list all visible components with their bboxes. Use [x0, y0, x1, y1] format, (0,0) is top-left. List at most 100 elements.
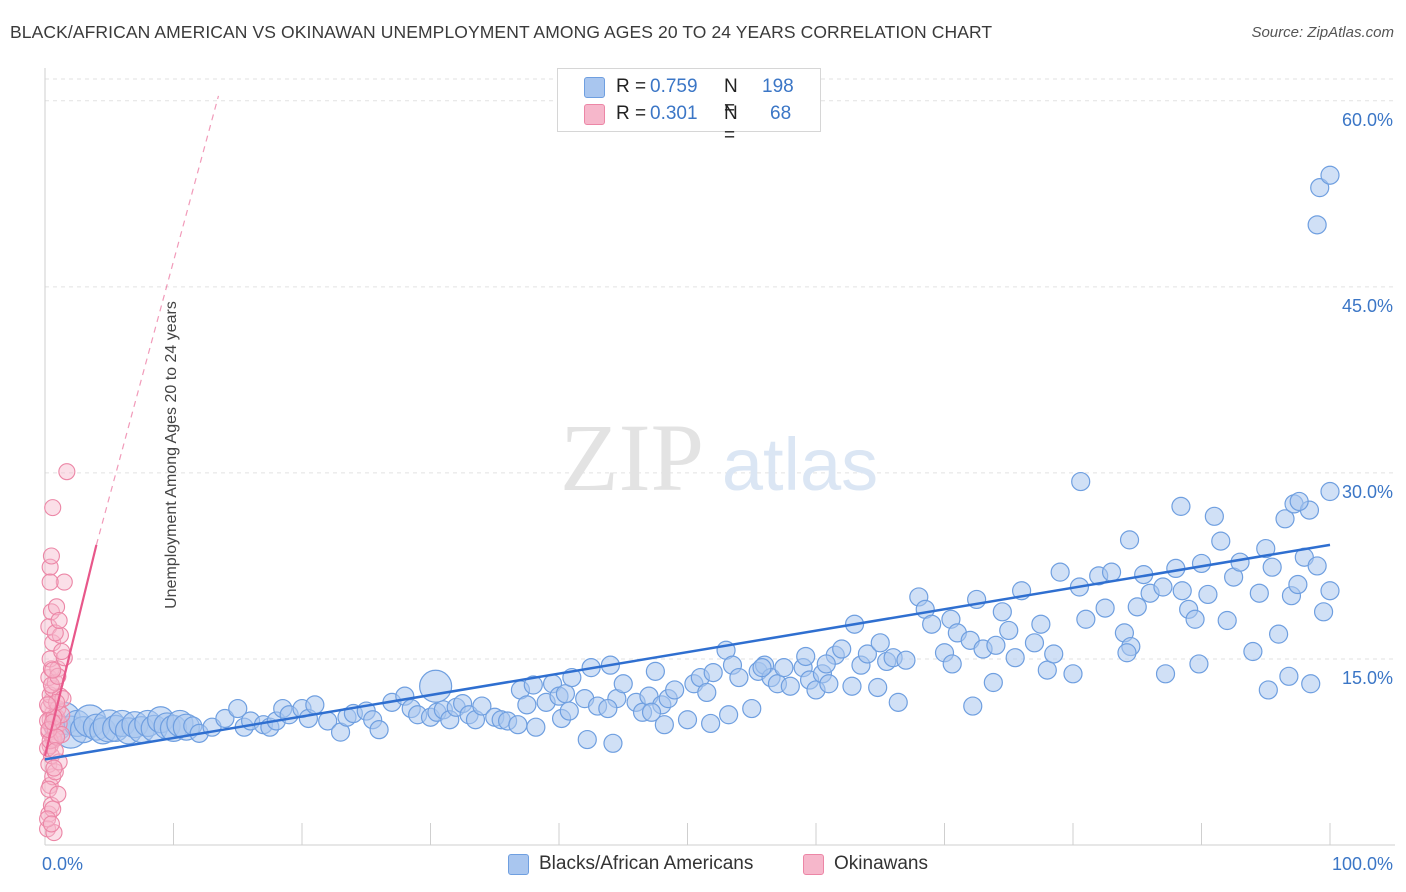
data-point-blacks	[1191, 553, 1212, 574]
legend-r-label: R =	[616, 103, 652, 124]
data-point-blacks	[868, 677, 888, 698]
y-tick-label: 30.0%	[1342, 482, 1393, 502]
data-point-blacks	[857, 644, 878, 664]
legend-r-label: R =	[616, 76, 652, 97]
data-point-okinawans	[44, 661, 62, 679]
data-point-blacks	[729, 667, 749, 688]
data-point-okinawans	[41, 573, 59, 591]
data-point-blacks	[1320, 481, 1340, 502]
data-point-blacks	[305, 695, 325, 715]
data-point-blacks	[986, 635, 1006, 655]
data-point-blacks	[1249, 583, 1269, 603]
data-point-okinawans	[40, 618, 58, 636]
data-point-blacks	[215, 708, 235, 729]
data-point-blacks	[1185, 609, 1205, 629]
data-point-blacks	[1127, 597, 1147, 617]
x-tick-label: 0.0%	[42, 854, 83, 874]
data-point-blacks	[577, 729, 597, 750]
data-point-blacks	[896, 650, 916, 670]
data-point-blacks	[1301, 674, 1321, 694]
data-point-blacks	[842, 676, 862, 696]
data-point-blacks	[999, 620, 1019, 641]
data-point-blacks	[1288, 574, 1308, 595]
data-point-blacks	[1204, 506, 1224, 526]
grid-lines	[45, 78, 1395, 660]
data-point-blacks	[703, 662, 723, 683]
data-point-blacks	[992, 602, 1012, 622]
source-label: Source: ZipAtlas.com	[1251, 24, 1394, 41]
data-point-blacks	[1310, 178, 1330, 198]
data-point-okinawans	[42, 547, 60, 565]
data-point-blacks	[774, 658, 794, 678]
data-point-blacks	[1119, 530, 1140, 550]
data-point-blacks	[1024, 633, 1045, 653]
data-point-blacks	[1256, 538, 1276, 559]
data-point-okinawans	[45, 759, 63, 777]
legend-n-value: 198	[762, 76, 794, 97]
legend-swatch-pink	[584, 104, 605, 125]
correlation-legend: R = 0.759 N = 198 R = 0.301 N = 68	[557, 68, 821, 146]
data-point-blacks	[752, 658, 772, 678]
data-point-okinawans	[55, 573, 73, 591]
data-point-blacks	[1189, 654, 1209, 674]
data-point-blacks	[603, 733, 623, 753]
data-point-blacks	[963, 696, 983, 716]
data-point-blacks	[1101, 562, 1122, 582]
data-point-blacks	[1275, 509, 1295, 529]
data-point-blacks	[1095, 598, 1115, 618]
data-point-blacks	[1289, 491, 1309, 512]
legend-n-value: 68	[770, 103, 792, 124]
data-point-blacks	[1037, 660, 1057, 680]
data-point-okinawans	[42, 676, 60, 694]
data-point-blacks	[1262, 557, 1282, 577]
data-point-blacks	[1230, 552, 1250, 572]
x-tick-labels: 0.0% 100.0%	[42, 854, 1393, 874]
data-point-okinawans	[58, 463, 76, 481]
data-point-okinawans	[53, 642, 71, 661]
data-point-blacks	[665, 680, 685, 700]
data-point-blacks	[228, 698, 248, 719]
data-point-blacks	[1320, 581, 1340, 601]
x-tick-label: 100.0%	[1332, 854, 1393, 874]
data-point-blacks	[472, 696, 492, 716]
trend-lines	[43, 95, 1331, 761]
data-point-blacks	[508, 715, 528, 735]
data-point-blacks	[1268, 624, 1289, 644]
data-point-blacks	[654, 715, 674, 735]
data-point-blacks	[645, 661, 665, 681]
bottom-legend-swatch-blue	[508, 854, 529, 875]
data-point-okinawans	[42, 815, 60, 833]
data-point-blacks	[1071, 471, 1091, 492]
data-point-blacks	[1005, 648, 1025, 668]
trend-line-okinawans	[43, 544, 98, 756]
watermark-zip: ZIP	[560, 404, 704, 511]
data-point-blacks	[1307, 556, 1327, 576]
data-point-blacks	[1063, 664, 1083, 684]
data-point-blacks	[1313, 602, 1334, 622]
data-point-blacks	[780, 676, 800, 696]
data-point-okinawans	[39, 696, 57, 714]
y-axis-label: Unemployment Among Ages 20 to 24 years	[162, 301, 180, 609]
data-point-blacks	[1279, 666, 1299, 686]
data-point-blacks	[719, 705, 739, 725]
data-point-blacks	[1217, 610, 1237, 631]
y-tick-label: 60.0%	[1342, 110, 1393, 130]
data-point-blacks	[1172, 581, 1192, 601]
data-point-blacks	[526, 717, 546, 737]
watermark-atlas: atlas	[722, 423, 878, 506]
data-point-blacks	[1258, 680, 1278, 700]
legend-r-value: 0.759	[650, 76, 698, 97]
y-tick-label: 45.0%	[1342, 296, 1393, 316]
trend-line-blacks	[44, 543, 1331, 761]
data-point-blacks	[369, 720, 389, 740]
data-point-blacks	[555, 684, 576, 704]
data-point-blacks	[517, 695, 537, 715]
data-point-blacks	[983, 672, 1003, 693]
data-point-blacks	[796, 646, 816, 667]
data-point-blacks	[1211, 531, 1231, 551]
chart-title: BLACK/AFRICAN AMERICAN VS OKINAWAN UNEMP…	[10, 22, 993, 42]
data-point-blacks	[888, 692, 908, 712]
bottom-legend-label-blue: Blacks/African Americans	[539, 853, 754, 874]
data-point-blacks	[816, 654, 836, 674]
